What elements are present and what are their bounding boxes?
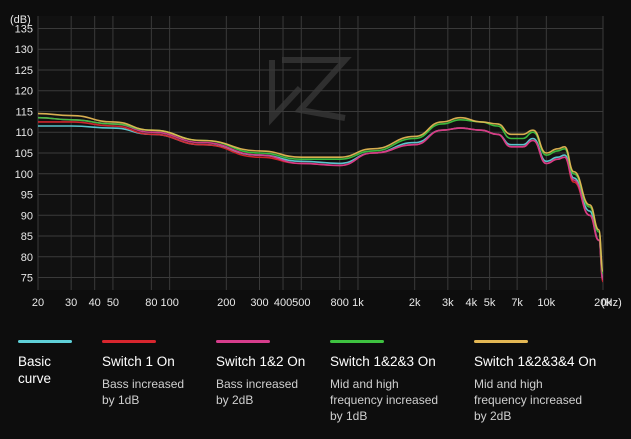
x-tick-label: 2k: [409, 297, 421, 309]
x-tick-label: 5k: [484, 297, 496, 309]
watermark-logo: [269, 57, 352, 126]
y-tick-label: 85: [21, 231, 33, 243]
y-tick-label: 105: [15, 148, 33, 160]
legend-item: Switch 1&2 On Bass increased by 2dB: [216, 340, 305, 408]
legend-swatch: [216, 340, 270, 343]
legend-item: Switch 1&2&3 On Mid and high frequency in…: [330, 340, 438, 424]
y-tick-label: 95: [21, 190, 33, 202]
legend-swatch: [330, 340, 384, 343]
legend-name: Switch 1&2&3 On: [330, 354, 436, 369]
x-tick-label: 20: [32, 297, 44, 309]
frequency-response-chart: 75 80 85 90 95 100 105 110 115 120 125 130 135 20 30 40…: [10, 14, 622, 309]
x-tick-label: 10k: [537, 297, 555, 309]
x-tick-label: 80: [145, 297, 157, 309]
legend-item: Basic curve: [18, 340, 72, 387]
y-tick-label: 115: [15, 106, 33, 118]
x-axis-label: (Hz): [601, 297, 622, 309]
x-tick-label: 400: [274, 297, 292, 309]
x-tick-label: 500: [292, 297, 310, 309]
series-line-switch-1-2-3-4-on: [37, 112, 604, 273]
legend-name: Switch 1&2 On: [216, 354, 306, 369]
legend-name: Switch 1&2&3&4 On: [474, 354, 597, 369]
legend-item: Switch 1&2&3&4 On Mid and high frequency …: [474, 340, 596, 424]
legend-name: Basic curve: [18, 354, 52, 386]
x-tick-label: 300: [250, 297, 268, 309]
legend-swatch: [18, 340, 72, 343]
x-tick-label: 100: [160, 297, 178, 309]
x-tick-label: 30: [65, 297, 77, 309]
legend-swatch: [102, 340, 156, 343]
x-tick-label: 200: [217, 297, 235, 309]
x-tick-label: 40: [89, 297, 101, 309]
x-tick-label: 7k: [511, 297, 523, 309]
y-tick-label: 75: [21, 273, 33, 285]
y-tick-label: 125: [15, 65, 33, 77]
y-tick-label: 130: [15, 44, 33, 56]
y-tick-label: 135: [15, 23, 33, 35]
x-tick-label: 4k: [466, 297, 478, 309]
x-tick-label: 20k: [594, 297, 612, 309]
x-tick-label: 800: [331, 297, 349, 309]
legend-description: Mid and high frequency increased by 1dB: [330, 377, 439, 423]
legend-item: Switch 1 On Bass increased by 1dB: [102, 340, 184, 408]
legend-swatch: [474, 340, 528, 343]
y-axis-label: (dB): [10, 14, 31, 26]
x-tick-label: 3k: [442, 297, 454, 309]
legend-description: Bass increased by 2dB: [216, 377, 299, 407]
x-tick-label: 1k: [352, 297, 364, 309]
x-tick-label: 50: [107, 297, 119, 309]
y-tick-label: 90: [21, 210, 33, 222]
legend-description: Bass increased by 1dB: [102, 377, 185, 407]
y-tick-label: 110: [15, 127, 33, 139]
y-tick-label: 100: [15, 169, 33, 181]
y-tick-label: 80: [21, 252, 33, 264]
series-line-switch-1-2-on: [37, 116, 604, 281]
y-tick-label: 120: [15, 86, 33, 98]
legend-description: Mid and high frequency increased by 2dB: [474, 377, 583, 423]
legend-name: Switch 1 On: [102, 354, 175, 369]
